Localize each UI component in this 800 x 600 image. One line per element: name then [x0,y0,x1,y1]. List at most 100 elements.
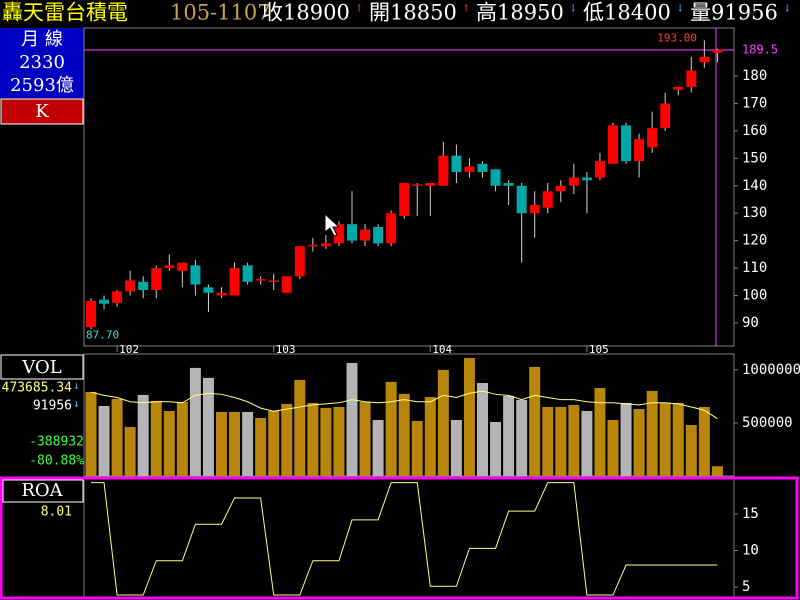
volume-bar [685,424,697,476]
volume-bar [98,405,110,476]
code: 2330 [19,52,65,73]
x-tick-label: 102 [119,343,139,356]
low-label: 87.70 [86,328,119,341]
candle-body [125,280,136,292]
date: 105-1107 [170,1,271,25]
y-tick-label: 500000 [742,415,793,431]
y-tick-label: 1000000 [742,362,800,378]
candle-body [99,299,110,304]
volume-bar [242,411,254,476]
volume-bar [281,403,293,476]
candle-body [503,183,514,186]
volume-bar [711,466,723,476]
x-tick-label: 104 [432,343,452,356]
candle-body [555,185,566,192]
candle-body [294,246,305,277]
x-tick-label: 103 [276,343,296,356]
vol-diff: -388932 [29,435,84,450]
candle-body [347,224,357,241]
volume-bar [216,411,227,476]
volume-bar [581,410,593,476]
volume-bar [202,377,214,476]
candle-body [477,163,488,173]
candle-body [529,204,540,214]
y-tick-label: 160 [742,123,767,139]
period: 月 線 [21,29,63,50]
info-box [0,28,84,98]
high-label: 193.00 [657,31,697,44]
candle-body [438,155,449,186]
vol-pct: -80.88% [29,454,84,469]
volume-bar [463,357,475,476]
candle-body [360,229,371,241]
candle-body [112,291,123,303]
candle-body [634,139,645,162]
quote: 收18900 [262,1,350,25]
volume-bar [150,400,162,476]
candle-body [307,244,318,247]
y-tick-label: 170 [742,95,767,111]
vol-title: VOL [21,357,61,378]
candle-body [699,56,710,63]
volume-bar [320,407,332,476]
candle-body [451,155,462,173]
price-panel [83,27,735,347]
kind: K [35,101,49,122]
volume-bar [516,399,528,476]
y-tick-label: 130 [742,205,767,221]
volume-bar [372,419,384,476]
candle-body [712,49,723,53]
candle-body [216,292,227,296]
candle-body [386,213,397,244]
quote-arrow: ↑ [462,4,470,15]
volume-bar [607,419,619,476]
y-tick-label: 110 [742,260,767,276]
candle-body [542,191,553,208]
y-tick-label: 5 [742,579,750,595]
volume-bar [411,420,423,476]
quote-arrow: ↑ [355,4,363,15]
quote-arrow: ↓ [783,4,791,15]
volume-bar [529,366,541,476]
volume-bar [542,406,554,476]
volume-ma [90,390,718,420]
volume-bar [333,406,345,476]
candle-body [464,166,475,173]
vol-ma-arrow: ↓ [73,379,80,392]
volume-bar [359,401,371,476]
volume-bar [111,398,123,476]
roa-panel [0,476,799,600]
volume-bar [85,391,97,476]
market-cap: 2593億 [10,75,74,96]
candle-body [268,280,279,282]
candle-body [621,125,632,162]
volume-bar [450,419,462,476]
volume-bar [659,402,671,476]
roa-now: 8.01 [41,505,72,520]
y-tick-label: 150 [742,150,767,166]
candle-body [594,161,605,178]
mouse-cursor [324,212,341,237]
candle-body [425,183,436,186]
quote-arrow: ↓ [676,4,684,15]
quote: 低18400 [583,1,671,25]
candle-body [229,268,240,296]
volume-bar [437,369,449,476]
volume-bar [229,411,241,476]
y-tick-label: 120 [742,233,767,249]
candle-body [333,224,344,244]
y-tick-label: 10 [742,543,759,559]
stock-name: 轟天雷台積電 [2,1,128,25]
candle-body [255,279,266,281]
volume-bar [398,393,410,476]
candle-body [608,125,618,164]
quotes: 收18900 ↑ 開18850 ↑ 高18950 ↓ 低18400 ↓ 量91956 ↓ [262,1,791,25]
volume-bar [255,417,267,476]
candle-body [281,276,292,293]
volume-bar [137,394,149,476]
candle-body [373,226,384,244]
volume-bar [189,367,201,476]
volume-bar [163,410,175,476]
vol-box [0,354,84,380]
